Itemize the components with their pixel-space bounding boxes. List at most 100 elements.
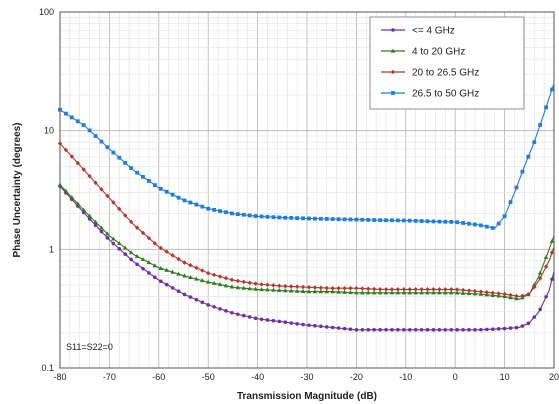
data-point <box>425 327 430 332</box>
x-tick-label: 20 <box>549 372 559 382</box>
data-point <box>401 287 406 292</box>
data-point <box>194 276 199 281</box>
data-point <box>419 219 424 223</box>
data-point <box>212 305 216 309</box>
data-point <box>455 327 459 332</box>
data-point <box>348 285 353 291</box>
x-tick-labels: -80 -70 -60 -50 -40 -30 -20 -10 0 10 20 <box>53 372 559 382</box>
data-point <box>354 217 359 222</box>
data-point <box>122 245 128 250</box>
data-point <box>277 287 282 292</box>
data-point <box>259 287 264 292</box>
data-point <box>479 327 483 332</box>
y-tick-label: 0.1 <box>41 363 54 373</box>
data-point <box>129 219 134 225</box>
data-point <box>223 275 229 281</box>
data-point <box>230 311 234 315</box>
data-point <box>324 325 329 329</box>
data-point <box>313 216 317 221</box>
data-point <box>413 287 418 292</box>
data-point <box>135 170 139 175</box>
data-point <box>478 223 483 228</box>
series-layer <box>57 83 555 332</box>
data-point <box>182 292 187 297</box>
data-point <box>324 285 329 291</box>
data-point <box>128 250 134 255</box>
data-point <box>253 286 258 291</box>
data-point <box>99 187 104 192</box>
data-point <box>289 321 293 325</box>
data-point <box>383 287 389 292</box>
legend-entry: <= 4 GHz <box>381 26 455 37</box>
data-point <box>69 115 74 120</box>
data-point <box>549 250 555 255</box>
data-point <box>146 260 152 265</box>
data-point <box>170 269 175 274</box>
data-point <box>413 218 418 223</box>
data-point <box>176 195 181 200</box>
data-point <box>508 292 513 298</box>
data-point <box>123 213 128 218</box>
data-point <box>300 284 306 290</box>
data-point <box>194 202 199 207</box>
data-point <box>437 219 442 224</box>
data-point <box>543 254 549 259</box>
data-point <box>407 287 412 292</box>
data-point <box>147 271 151 275</box>
data-point <box>277 215 282 220</box>
data-point <box>295 216 300 221</box>
data-point <box>348 290 353 295</box>
data-point <box>111 241 116 246</box>
series-4 <box>58 83 555 230</box>
y-tick-label: 10 <box>44 126 54 136</box>
x-tick-label: -70 <box>103 372 116 382</box>
legend-label: <= 4 GHz <box>412 26 455 37</box>
data-point <box>461 287 466 293</box>
data-point <box>431 290 436 295</box>
x-tick-label: -20 <box>350 372 363 382</box>
data-point <box>140 257 146 262</box>
data-point <box>473 222 477 227</box>
data-point <box>247 286 252 291</box>
data-point <box>212 207 217 212</box>
data-point <box>449 327 454 332</box>
data-point <box>354 290 359 295</box>
x-tick-label: -50 <box>202 372 215 382</box>
data-point <box>111 200 116 205</box>
data-point <box>520 293 525 299</box>
data-point <box>437 327 442 332</box>
data-point <box>235 212 240 217</box>
data-point <box>472 288 478 294</box>
data-point <box>241 285 247 290</box>
data-point <box>437 290 442 295</box>
data-point <box>105 145 110 150</box>
data-point <box>75 160 80 166</box>
data-point <box>57 182 63 187</box>
data-point <box>87 173 92 179</box>
data-point <box>200 204 205 209</box>
data-point <box>544 105 548 110</box>
data-point <box>490 327 495 331</box>
data-point <box>378 327 382 332</box>
y-tick-label: 100 <box>39 7 54 17</box>
data-point <box>158 279 163 284</box>
data-point <box>336 285 341 291</box>
data-point <box>265 287 270 292</box>
data-point <box>283 215 288 220</box>
data-point <box>312 289 318 294</box>
data-point <box>460 290 466 295</box>
data-point <box>514 185 519 190</box>
legend-swatch-marker <box>390 48 396 53</box>
data-point <box>63 147 69 153</box>
data-point <box>116 240 122 245</box>
data-point <box>390 218 394 223</box>
data-point <box>129 257 133 262</box>
data-point <box>401 218 406 223</box>
data-point <box>496 291 501 296</box>
data-point <box>271 287 276 292</box>
data-point <box>247 315 252 319</box>
data-point <box>259 214 264 219</box>
data-point <box>164 267 170 272</box>
data-point <box>318 216 323 221</box>
data-point <box>265 318 270 322</box>
